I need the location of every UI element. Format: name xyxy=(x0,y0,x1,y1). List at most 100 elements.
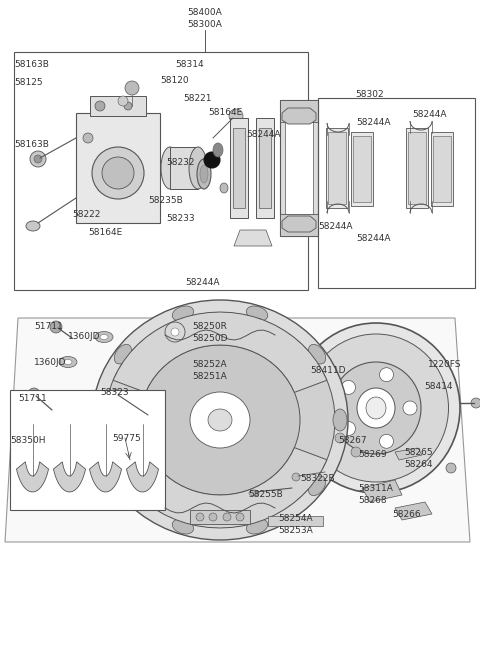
Circle shape xyxy=(380,367,394,382)
Bar xyxy=(285,116,313,220)
Text: 58269: 58269 xyxy=(358,450,386,459)
Bar xyxy=(351,132,373,206)
Text: 58251A: 58251A xyxy=(192,372,227,381)
Text: 58300A: 58300A xyxy=(188,20,222,29)
Text: 58253A: 58253A xyxy=(278,526,313,535)
Ellipse shape xyxy=(64,360,72,364)
Ellipse shape xyxy=(172,306,193,321)
Text: 58250R: 58250R xyxy=(192,322,227,331)
Polygon shape xyxy=(126,462,158,492)
Circle shape xyxy=(34,155,42,163)
Text: 1360JD: 1360JD xyxy=(68,332,100,341)
Text: 58164E: 58164E xyxy=(88,228,122,237)
Text: 58266: 58266 xyxy=(392,510,420,519)
Circle shape xyxy=(30,151,46,167)
Polygon shape xyxy=(282,216,316,232)
Polygon shape xyxy=(5,318,470,542)
Ellipse shape xyxy=(333,409,347,431)
Text: 58302: 58302 xyxy=(355,90,384,99)
Ellipse shape xyxy=(357,388,395,428)
Polygon shape xyxy=(395,502,432,520)
Text: 58265: 58265 xyxy=(404,448,432,457)
Circle shape xyxy=(118,96,128,106)
Text: 58311A: 58311A xyxy=(358,484,393,493)
Polygon shape xyxy=(362,480,402,502)
Bar xyxy=(328,132,346,204)
Ellipse shape xyxy=(100,334,108,340)
Ellipse shape xyxy=(331,362,421,454)
Polygon shape xyxy=(395,448,422,460)
Ellipse shape xyxy=(249,490,259,496)
Bar xyxy=(268,516,323,526)
Bar xyxy=(90,96,146,116)
Text: 58323: 58323 xyxy=(100,388,129,397)
Ellipse shape xyxy=(189,147,207,189)
Circle shape xyxy=(236,513,244,521)
Text: 58314: 58314 xyxy=(175,60,204,69)
Bar xyxy=(433,136,451,202)
Bar xyxy=(326,128,348,208)
Ellipse shape xyxy=(246,306,268,321)
Ellipse shape xyxy=(114,344,132,364)
Polygon shape xyxy=(113,312,327,393)
Circle shape xyxy=(229,109,243,123)
Ellipse shape xyxy=(26,221,40,231)
Text: 58125: 58125 xyxy=(14,78,43,87)
Ellipse shape xyxy=(246,519,268,534)
Text: 58411D: 58411D xyxy=(310,366,346,375)
Circle shape xyxy=(196,513,204,521)
Text: 58350H: 58350H xyxy=(10,436,46,445)
Ellipse shape xyxy=(95,332,113,343)
Ellipse shape xyxy=(190,392,250,448)
Circle shape xyxy=(446,463,456,473)
Circle shape xyxy=(171,328,179,336)
Circle shape xyxy=(341,422,356,435)
Ellipse shape xyxy=(140,345,300,495)
Text: 58244A: 58244A xyxy=(246,130,280,139)
Text: 58163B: 58163B xyxy=(14,140,49,149)
Circle shape xyxy=(223,513,231,521)
Text: 58164E: 58164E xyxy=(208,108,242,117)
Ellipse shape xyxy=(204,152,220,168)
Circle shape xyxy=(335,433,345,443)
Circle shape xyxy=(380,434,394,448)
Ellipse shape xyxy=(292,323,460,493)
Text: 58267: 58267 xyxy=(338,436,367,445)
Ellipse shape xyxy=(172,519,193,534)
Ellipse shape xyxy=(105,312,335,527)
Ellipse shape xyxy=(208,409,232,431)
Circle shape xyxy=(471,398,480,408)
Bar xyxy=(259,128,271,208)
Text: 58250D: 58250D xyxy=(192,334,228,343)
Text: 58244A: 58244A xyxy=(318,222,352,231)
Ellipse shape xyxy=(309,344,325,364)
Text: 58254A: 58254A xyxy=(278,514,312,523)
Text: 58268: 58268 xyxy=(358,496,386,505)
Ellipse shape xyxy=(200,165,208,183)
Bar xyxy=(431,132,453,206)
Polygon shape xyxy=(53,462,85,492)
Text: 58222: 58222 xyxy=(72,210,100,219)
Text: 59775: 59775 xyxy=(112,434,141,443)
Polygon shape xyxy=(113,448,327,528)
Text: 58120: 58120 xyxy=(160,76,189,85)
Ellipse shape xyxy=(59,356,77,367)
Bar xyxy=(256,118,274,218)
Text: 58244A: 58244A xyxy=(412,110,446,119)
Circle shape xyxy=(50,321,62,333)
Polygon shape xyxy=(282,108,316,124)
Ellipse shape xyxy=(366,397,386,419)
Bar xyxy=(318,98,475,288)
Bar xyxy=(406,128,428,208)
Text: 58252A: 58252A xyxy=(192,360,227,369)
Text: 58244A: 58244A xyxy=(185,278,219,287)
Text: 58400A: 58400A xyxy=(188,8,222,17)
Circle shape xyxy=(165,322,185,342)
Circle shape xyxy=(95,101,105,111)
Bar xyxy=(280,214,318,236)
Text: 58322B: 58322B xyxy=(300,474,335,483)
Ellipse shape xyxy=(197,159,211,189)
Ellipse shape xyxy=(114,476,132,496)
Circle shape xyxy=(28,388,40,400)
Circle shape xyxy=(125,81,139,95)
